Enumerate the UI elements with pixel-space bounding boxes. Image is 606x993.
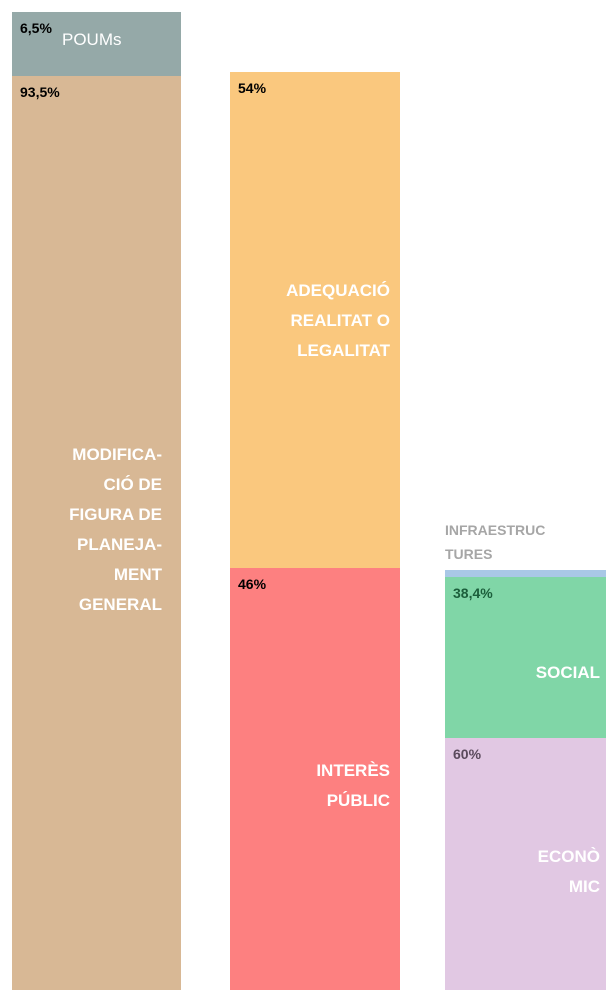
bar-segment [445,738,606,990]
bar-segment [12,12,181,76]
bar-segment [12,75,181,990]
value-label: 93,5% [20,83,60,100]
bar-segment [230,567,400,990]
segment-label: ECONÒ MIC [537,847,600,896]
value-label: 6,5% [20,20,52,36]
bar-segment [230,72,400,568]
segment-label: MODIFICA- CIÓ DE FIGURA DE PLANEJA- MENT… [69,445,162,614]
value-label: 38,4% [453,584,493,601]
value-label: 46% [238,575,267,592]
segment-label: POUMs [62,30,122,49]
segment-label: SOCIAL [535,663,600,682]
value-label: 54% [238,80,267,96]
bar-segment [445,570,606,577]
segment-label: INTERÈS PÚBLIC [316,761,390,810]
segment-label: ADEQUACIÓ REALITAT O LEGALITAT [286,281,390,360]
segment-label: INFRAESTRUC TURES [445,522,546,562]
value-label: 60% [453,746,482,762]
bar-segment [445,576,606,738]
